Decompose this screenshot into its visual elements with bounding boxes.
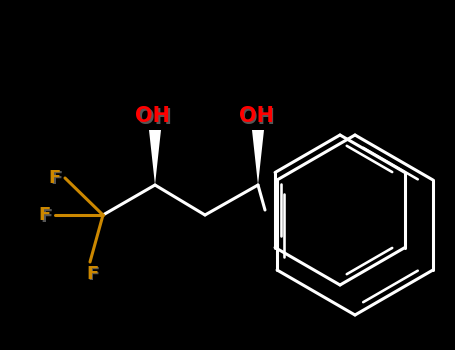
Text: OH: OH [136,106,171,126]
Text: F: F [86,265,98,283]
Text: OH: OH [238,106,273,126]
Text: OH: OH [240,107,275,127]
Polygon shape [252,130,264,185]
Text: F: F [39,206,51,224]
Text: F: F [87,266,100,285]
Polygon shape [149,130,161,185]
Text: F: F [49,169,61,187]
Text: F: F [51,170,63,189]
Text: F: F [40,208,53,225]
Text: OH: OH [137,107,172,127]
